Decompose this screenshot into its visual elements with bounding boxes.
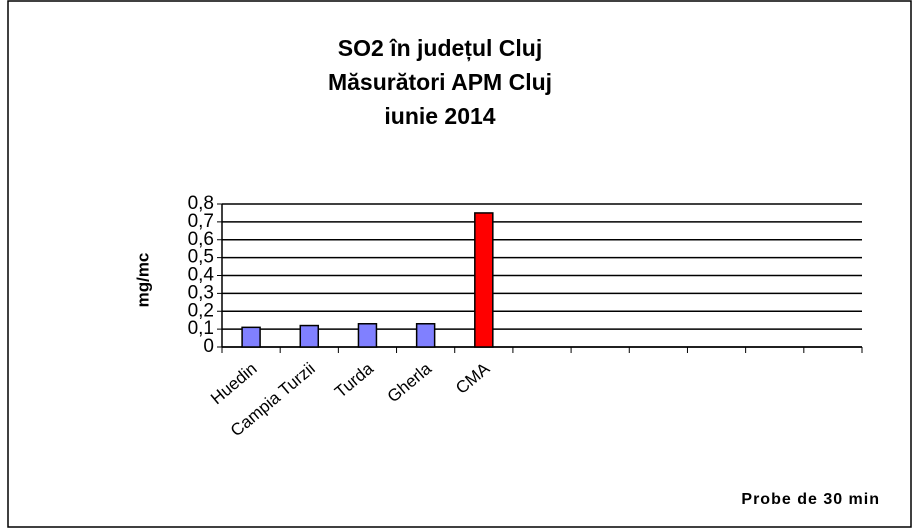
annotation: Probe de 30 min [741, 491, 880, 508]
bar [299, 324, 320, 348]
x-tick-label: Gherla [384, 359, 436, 407]
y-tick-label: 0,6 [188, 229, 214, 250]
y-tick-label: 0,3 [188, 282, 214, 303]
bar [415, 323, 436, 348]
bar [474, 212, 494, 348]
y-axis-label: mg/mc [133, 253, 152, 308]
y-tick-label: 0 [203, 336, 214, 357]
chart-border [7, 0, 912, 528]
x-tick-label: Turda [331, 359, 377, 402]
bar [357, 323, 378, 348]
bar [241, 326, 261, 348]
chart-title: Măsurători APM Cluj [328, 69, 552, 95]
y-tick-label: 0,1 [188, 318, 214, 339]
y-tick-label: 0,4 [188, 265, 215, 286]
chart-title: SO2 în județul Cluj [338, 35, 542, 62]
y-tick-label: 0,8 [188, 193, 214, 214]
y-tick-label: 0,2 [188, 300, 214, 321]
chart-title: iunie 2014 [384, 103, 495, 129]
x-tick-label: Huedin [207, 359, 260, 408]
x-tick-label: CMA [452, 359, 494, 398]
y-tick-label: 0,7 [188, 211, 214, 232]
y-tick-label: 0,5 [188, 247, 214, 268]
